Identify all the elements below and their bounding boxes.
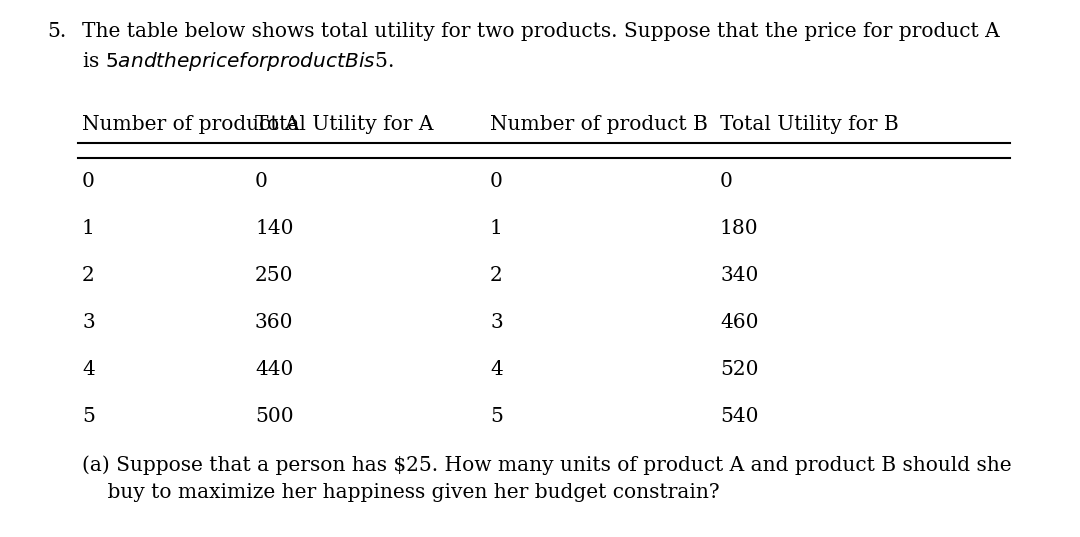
- Text: 4: 4: [82, 360, 95, 379]
- Text: 2: 2: [82, 266, 95, 285]
- Text: Total Utility for B: Total Utility for B: [720, 115, 899, 134]
- Text: 460: 460: [720, 313, 758, 332]
- Text: The table below shows total utility for two products. Suppose that the price for: The table below shows total utility for …: [82, 22, 1000, 41]
- Text: 0: 0: [82, 172, 95, 191]
- Text: Number of product A: Number of product A: [82, 115, 299, 134]
- Text: 540: 540: [720, 407, 758, 426]
- Text: 140: 140: [255, 219, 294, 238]
- Text: 1: 1: [490, 219, 503, 238]
- Text: 1: 1: [82, 219, 95, 238]
- Text: 5.: 5.: [48, 22, 66, 41]
- Text: 360: 360: [255, 313, 294, 332]
- Text: 520: 520: [720, 360, 758, 379]
- Text: is $5 and the price for product B is $5.: is $5 and the price for product B is $5.: [82, 50, 393, 73]
- Text: 3: 3: [490, 313, 503, 332]
- Text: 500: 500: [255, 407, 294, 426]
- Text: 5: 5: [490, 407, 503, 426]
- Text: Number of product B: Number of product B: [490, 115, 707, 134]
- Text: 0: 0: [255, 172, 268, 191]
- Text: 0: 0: [490, 172, 503, 191]
- Text: (a) Suppose that a person has $25. How many units of product A and product B sho: (a) Suppose that a person has $25. How m…: [82, 455, 1012, 475]
- Text: Total Utility for A: Total Utility for A: [255, 115, 433, 134]
- Text: 180: 180: [720, 219, 758, 238]
- Text: buy to maximize her happiness given her budget constrain?: buy to maximize her happiness given her …: [82, 483, 719, 502]
- Text: 250: 250: [255, 266, 294, 285]
- Text: 4: 4: [490, 360, 503, 379]
- Text: 5: 5: [82, 407, 95, 426]
- Text: 0: 0: [720, 172, 733, 191]
- Text: 2: 2: [490, 266, 503, 285]
- Text: 3: 3: [82, 313, 95, 332]
- Text: 340: 340: [720, 266, 758, 285]
- Text: 440: 440: [255, 360, 294, 379]
